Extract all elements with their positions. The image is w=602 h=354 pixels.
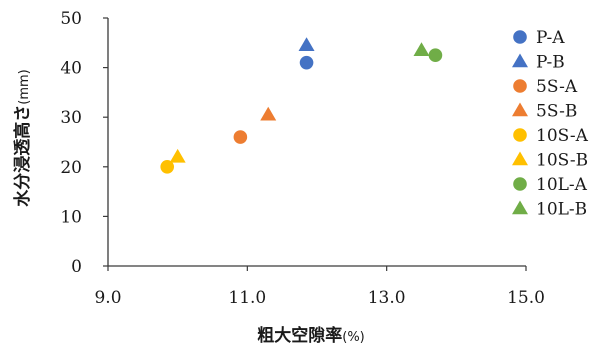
data-point-10s-a (160, 160, 175, 174)
legend-label-p-b: P-B (536, 53, 565, 73)
data-point-10l-b (413, 42, 430, 56)
legend-item-10s-b: 10S-B (512, 151, 588, 171)
x-tick-label: 13.0 (368, 288, 406, 308)
data-points (160, 37, 443, 174)
y-tick-label: 30 (60, 108, 82, 128)
y-axis-label: 水分浸透高さ (12, 105, 33, 207)
data-point-5s-a (233, 130, 248, 144)
legend-marker-10s-b (512, 151, 528, 166)
y-tick-label: 50 (60, 9, 82, 29)
legend-item-10s-a: 10S-A (513, 126, 589, 146)
legend-marker-10s-a (513, 128, 527, 142)
y-axis-unit: (mm) (17, 69, 32, 104)
x-axis-label: 粗大空隙率 (257, 325, 342, 346)
x-axis-unit: (%) (342, 330, 365, 345)
legend-item-10l-b: 10L-B (512, 200, 587, 220)
legend-label-10s-b: 10S-B (536, 151, 588, 171)
legend-marker-5s-a (513, 79, 527, 93)
legend-item-5s-b: 5S-B (512, 102, 577, 122)
legend-label-10s-a: 10S-A (536, 126, 589, 146)
data-point-p-a (299, 55, 314, 70)
legend-label-10l-b: 10L-B (536, 200, 587, 220)
y-tick-label: 0 (71, 257, 82, 277)
legend-marker-5s-b (512, 102, 528, 117)
y-axis-title: 水分浸透高さ(mm) (12, 69, 33, 206)
legend-item-p-b: P-B (512, 53, 565, 73)
legend-marker-10l-a (513, 177, 527, 191)
data-point-p-b (298, 37, 315, 52)
legend: P-A P-B 5S-A 5S-B 10S-A 10S-B 10L-A 10L-B (512, 28, 589, 220)
legend-item-10l-a: 10L-A (513, 175, 588, 195)
legend-label-10l-a: 10L-A (536, 175, 588, 195)
x-axis-title: 粗大空隙率(%) (257, 325, 365, 346)
y-tick-label: 20 (60, 158, 82, 178)
y-tick-label: 10 (60, 207, 82, 227)
legend-marker-p-a (513, 30, 527, 44)
legend-marker-10l-b (512, 200, 528, 215)
data-point-10l-a (428, 48, 443, 62)
legend-label-p-a: P-A (536, 28, 565, 48)
y-tick-label: 40 (60, 59, 82, 79)
legend-item-5s-a: 5S-A (513, 77, 578, 97)
x-tick-label: 15.0 (507, 288, 545, 308)
data-point-5s-b (260, 106, 277, 121)
legend-label-5s-b: 5S-B (536, 102, 577, 122)
legend-item-p-a: P-A (513, 28, 565, 48)
x-tick-label: 11.0 (228, 288, 266, 308)
legend-marker-p-b (512, 53, 528, 68)
x-tick-label: 9.0 (94, 288, 121, 308)
axes-layer (107, 18, 526, 267)
data-point-10s-b (169, 148, 186, 163)
legend-label-5s-a: 5S-A (536, 77, 578, 97)
tick-labels: 0 10 20 30 40 50 9.0 11.0 13.0 15.0 (60, 9, 545, 308)
